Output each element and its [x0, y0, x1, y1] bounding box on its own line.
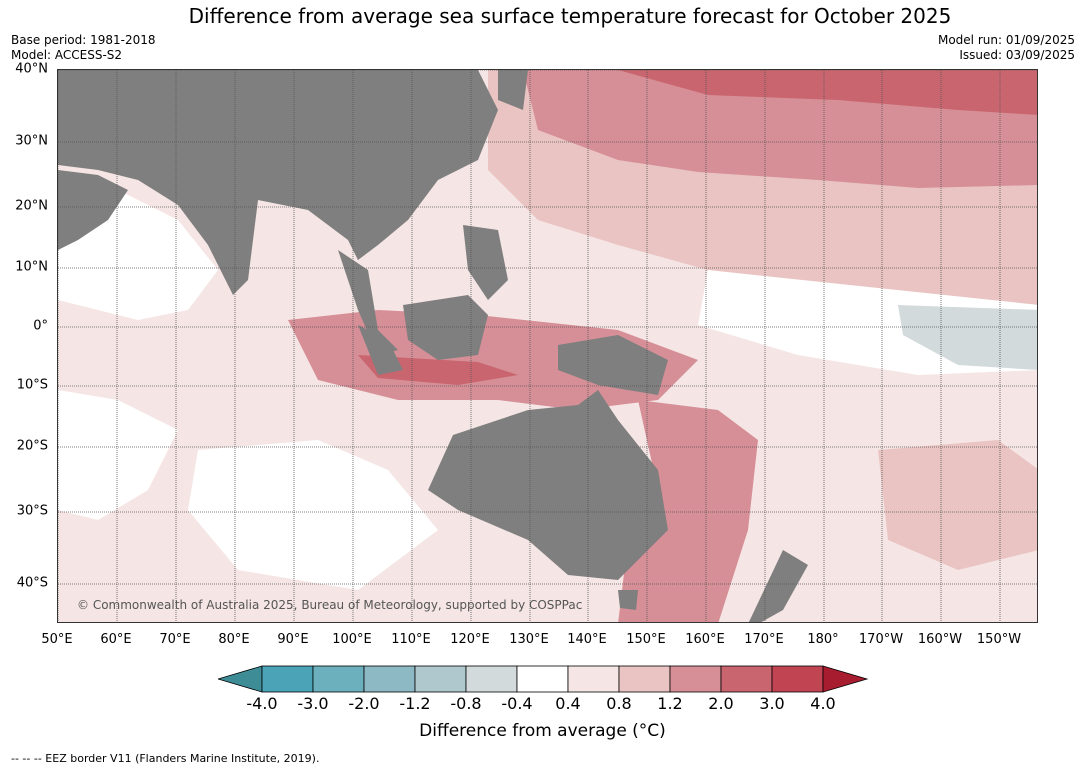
colorbar-tick-label: 3.0 — [759, 694, 785, 713]
colorbar-segment — [363, 665, 416, 693]
land-arabia — [58, 170, 128, 250]
latitude-label: 10°N — [15, 259, 48, 275]
colorbar-segment — [618, 665, 671, 693]
land-philippines — [463, 225, 508, 300]
colorbar-tick-label: -0.4 — [501, 694, 533, 713]
anomaly-west-indian-neutral — [58, 390, 178, 520]
latitude-label: 30°S — [16, 503, 48, 519]
latitude-label: 40°S — [16, 575, 48, 591]
anomaly-indian-neutral — [188, 440, 438, 590]
longitude-label: 160°E — [685, 632, 725, 647]
land-asia — [58, 70, 498, 295]
colorbar-tick-label: -4.0 — [246, 694, 278, 713]
longitude-label: 110°E — [391, 632, 431, 647]
graticule — [58, 70, 1037, 622]
anomaly-south-pacific-warm — [878, 440, 1037, 570]
colorbar-tick-label: 0.8 — [606, 694, 632, 713]
colorbar-segment — [516, 665, 569, 693]
colorbar-tick-label: 0.4 — [555, 694, 581, 713]
colorbar-tick-label: 2.0 — [708, 694, 734, 713]
colorbar-upper-extend — [822, 665, 869, 693]
eez-footnote: -- -- -- EEZ border V11 (Flanders Marine… — [11, 752, 320, 765]
longitude-label: 70°E — [159, 632, 191, 647]
run-info: Model run: 01/09/2025 Issued: 03/09/2025 — [938, 33, 1075, 63]
model-run: Model run: 01/09/2025 — [937, 33, 1075, 47]
colorbar-tick-label: -0.8 — [450, 694, 482, 713]
land-new-guinea — [558, 335, 668, 395]
colorbar-tick-label: -1.2 — [399, 694, 431, 713]
longitude-label: 100°E — [332, 632, 372, 647]
colorbar-tick-label: 1.2 — [657, 694, 683, 713]
longitude-label: 170°W — [858, 632, 904, 647]
longitude-label: 160°W — [917, 632, 963, 647]
colorbar — [218, 665, 869, 693]
land-japan — [498, 70, 528, 110]
longitude-label: 180° — [807, 632, 839, 647]
land-sumatra — [358, 325, 403, 375]
anomaly-maritime-continent-warm — [288, 310, 698, 410]
land — [58, 70, 808, 622]
land-borneo — [403, 295, 488, 360]
colorbar-label: Difference from average (°C) — [419, 721, 666, 741]
latitude-label: 20°S — [16, 438, 48, 454]
base-info: Base period: 1981-2018 Model: ACCESS-S2 — [11, 33, 156, 63]
map-title: Difference from average sea surface temp… — [188, 4, 952, 28]
land-tasmania — [618, 590, 638, 610]
land-australia — [428, 390, 668, 580]
longitude-label: 140°E — [567, 632, 607, 647]
latitude-label: 30°N — [15, 133, 48, 149]
colorbar-tick-label: 4.0 — [810, 694, 836, 713]
longitude-label: 170°E — [744, 632, 784, 647]
longitude-label: 80°E — [218, 632, 250, 647]
latitude-label: 10°S — [16, 377, 48, 393]
colorbar-lower-extend — [218, 665, 263, 693]
base-period: Base period: 1981-2018 — [11, 33, 156, 47]
latitude-label: 0° — [33, 318, 48, 334]
colorbar-segment — [261, 665, 314, 693]
latitude-label: 20°N — [15, 198, 48, 214]
colorbar-segment — [567, 665, 620, 693]
longitude-label: 130°E — [509, 632, 549, 647]
map-canvas — [58, 70, 1037, 622]
latitude-label: 40°N — [15, 61, 48, 77]
colorbar-segment — [669, 665, 722, 693]
land-new-zealand — [748, 550, 808, 622]
colorbar-segment — [771, 665, 824, 693]
anomaly-kuroshio-hot — [618, 70, 1037, 115]
colorbar-segment — [465, 665, 518, 693]
longitude-label: 60°E — [100, 632, 132, 647]
longitude-label: 90°E — [277, 632, 309, 647]
anomaly-tasman-warm — [618, 400, 758, 622]
colorbar-segment — [414, 665, 467, 693]
longitude-label: 50°E — [41, 632, 73, 647]
colorbar-tick-label: -2.0 — [348, 694, 380, 713]
longitude-label: 150°W — [976, 632, 1022, 647]
colorbar-segment — [312, 665, 365, 693]
issued-date: Issued: 03/09/2025 — [959, 48, 1075, 62]
sst-anomaly-map[interactable] — [57, 69, 1038, 623]
colorbar-segment — [720, 665, 773, 693]
anomaly-equatorial-cool — [898, 305, 1037, 370]
longitude-label: 120°E — [450, 632, 490, 647]
copyright-notice: © Commonwealth of Australia 2025, Bureau… — [77, 598, 583, 612]
longitude-label: 150°E — [626, 632, 666, 647]
model-name: Model: ACCESS-S2 — [11, 48, 123, 62]
colorbar-tick-label: -3.0 — [297, 694, 329, 713]
